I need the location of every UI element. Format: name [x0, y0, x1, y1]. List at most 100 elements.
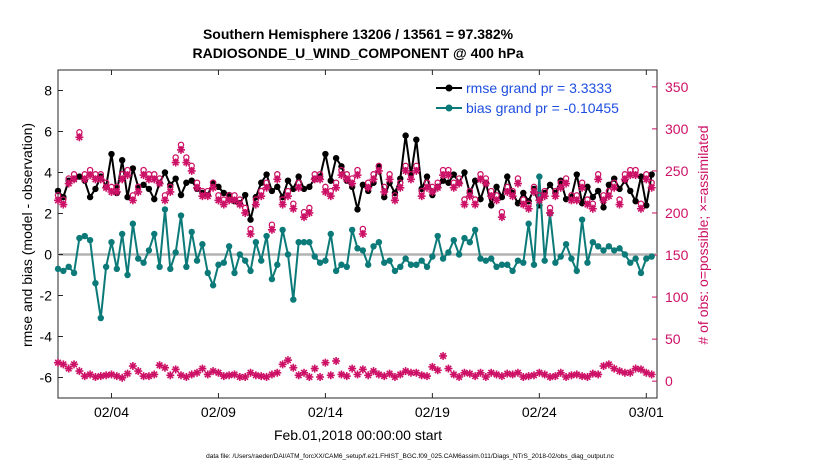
bias-point: [386, 257, 393, 264]
obs-assimilated-marker: [353, 171, 362, 180]
obs-assimilated-marker-low-stroke-d2: [487, 369, 495, 377]
bias-point: [311, 253, 318, 260]
bias-point: [108, 239, 115, 246]
obs-assimilated-marker: [267, 225, 276, 234]
obs-assimilated-marker-low: [128, 362, 137, 371]
obs-assimilated-marker: [540, 192, 549, 201]
series-layer: [54, 132, 655, 322]
obs-assimilated-marker-low-stroke-d2: [396, 371, 404, 378]
obs-assimilated-marker-stroke-d2: [150, 175, 158, 183]
bias-point: [338, 261, 345, 268]
obs-assimilated-marker-low: [86, 370, 95, 379]
obs-assimilated-marker-stroke-d2: [322, 188, 329, 196]
obs-assimilated-marker-stroke-d2: [204, 192, 212, 200]
obs-assimilated-marker: [626, 171, 635, 180]
obs-assimilated-marker-low: [364, 371, 373, 380]
obs-assimilated-marker-low: [423, 372, 432, 381]
y-tick-label-left: 0: [44, 247, 52, 263]
obs-assimilated-marker-low-stroke-d2: [236, 373, 244, 381]
obs-assimilated-marker-stroke-d2: [343, 175, 351, 183]
bias-point: [316, 259, 324, 266]
bias-point: [102, 263, 110, 270]
obs-assimilated-marker-low-stroke-d2: [172, 366, 180, 373]
obs-assimilated-marker: [546, 208, 555, 217]
obs-assimilated-marker-low-stroke-d2: [514, 369, 522, 377]
bias-point: [364, 261, 372, 268]
obs-assimilated-marker: [257, 192, 266, 201]
obs-assimilated-marker: [599, 196, 608, 205]
obs-assimilated-marker-low-stroke-d2: [316, 373, 324, 381]
bias-point: [407, 261, 415, 268]
x-axis-label: Feb.01,2018 00:00:00 start: [274, 427, 442, 443]
obs-assimilated-marker-low-stroke-d2: [573, 371, 581, 378]
bias-point: [461, 234, 468, 242]
obs-assimilated-marker: [497, 213, 506, 222]
bias-point: [193, 257, 201, 264]
rmse-point: [450, 171, 457, 178]
obs-assimilated-marker-low-stroke-d2: [626, 369, 634, 377]
rmse-point: [183, 179, 190, 186]
obs-assimilated-marker-stroke-d2: [546, 209, 554, 217]
obs-assimilated-marker-low: [476, 368, 485, 377]
bias-point: [530, 261, 538, 268]
obs-assimilated-marker: [75, 133, 84, 142]
obs-assimilated-marker-stroke-d2: [525, 205, 533, 213]
rmse-point: [471, 177, 479, 184]
footnote: data file: /Users/raeder/DAI/ATM_forcXX/…: [206, 453, 615, 460]
obs-assimilated-marker-stroke-d2: [76, 133, 83, 141]
rmse-point: [461, 169, 468, 176]
obs-assimilated-marker-low: [481, 372, 490, 381]
obs-assimilated-marker: [369, 175, 378, 184]
y-tick-label-right: 100: [665, 289, 689, 305]
obs-assimilated-marker-stroke-d2: [225, 196, 233, 204]
obs-assimilated-marker-low-stroke-d2: [113, 372, 121, 380]
legend-rmse-label: rmse grand pr = 3.3333: [466, 80, 612, 96]
obs-assimilated-marker-stroke-d2: [284, 192, 292, 200]
bias-point: [60, 267, 67, 275]
obs-assimilated-marker-stroke-d2: [375, 167, 383, 175]
obs-assimilated-marker-low-stroke-d2: [535, 369, 543, 377]
obs-assimilated-marker-low-stroke-d2: [199, 365, 206, 372]
obs-assimilated-marker-low: [273, 368, 282, 377]
obs-assimilated-marker-stroke-d2: [140, 171, 147, 179]
bias-point: [268, 275, 276, 283]
obs-assimilated-marker-low: [348, 364, 357, 373]
bias-point: [332, 267, 340, 275]
obs-assimilated-marker-low-stroke-d2: [466, 370, 474, 377]
obs-assimilated-marker: [433, 183, 442, 192]
obs-assimilated-marker-low: [118, 373, 127, 382]
obs-assimilated-marker-stroke-d2: [621, 175, 629, 183]
rmse-point: [381, 193, 388, 201]
rmse-point: [600, 204, 607, 211]
obs-assimilated-marker-stroke-d2: [450, 184, 458, 192]
obs-assimilated-marker-low-stroke-d2: [338, 371, 345, 378]
y-tick-label-left: -2: [40, 288, 53, 304]
obs-assimilated-marker-stroke-d2: [402, 167, 409, 175]
obs-assimilated-marker-stroke-d2: [188, 167, 196, 175]
rmse-point: [520, 189, 527, 197]
obs-assimilated-marker-low-stroke-d2: [610, 365, 618, 372]
bias-point: [627, 259, 634, 266]
obs-assimilated-marker-low-stroke-d2: [231, 371, 238, 378]
obs-assimilated-marker-low-stroke-d2: [140, 372, 147, 380]
obs-assimilated-marker: [513, 179, 522, 188]
obs-assimilated-marker: [380, 187, 389, 196]
obs-assimilated-marker-stroke-d2: [557, 184, 565, 192]
legend-bias-marker: [445, 104, 453, 112]
obs-assimilated-marker: [246, 230, 255, 238]
obs-assimilated-marker-low: [567, 371, 576, 380]
obs-assimilated-marker-low: [139, 372, 148, 381]
obs-assimilated-marker-low-stroke-d2: [418, 371, 426, 379]
bias-point: [215, 261, 222, 268]
y-axis-label-right: # of obs: o=possible; ×=assimilated: [695, 125, 711, 344]
bias-point: [231, 269, 238, 277]
obs-assimilated-marker-stroke-d2: [418, 192, 426, 200]
obs-assimilated-marker-stroke-d2: [509, 192, 516, 200]
obs-assimilated-marker-stroke-d2: [594, 175, 602, 183]
obs-assimilated-marker-low-stroke-d2: [594, 371, 602, 378]
obs-assimilated-marker-stroke-d2: [370, 175, 377, 183]
bias-line: [57, 176, 653, 319]
obs-assimilated-marker-stroke-d2: [70, 175, 78, 183]
chart-title-line1: Southern Hemisphere 13206 / 13561 = 97.3…: [203, 26, 514, 42]
obs-assimilated-marker: [332, 183, 341, 192]
